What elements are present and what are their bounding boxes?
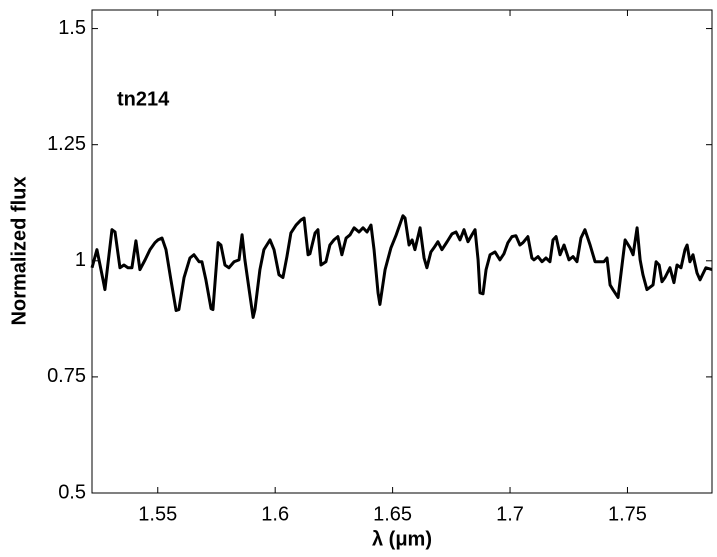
annotation: tn214 [117,88,170,110]
x-tick-label: 1.75 [608,503,647,525]
x-tick-label: 1.6 [261,503,289,525]
plot-frame [91,9,713,494]
y-tick-label: 0.75 [47,365,86,387]
y-tick-label: 0.5 [58,481,86,503]
x-tick-label: 1.7 [496,503,524,525]
y-axis-label: Normalized flux [8,177,30,326]
y-tick-label: 1.25 [47,133,86,155]
x-tick-label: 1.55 [138,503,177,525]
x-tick-label: 1.65 [373,503,412,525]
y-tick-label: 1.5 [58,17,86,39]
spectrum-line [90,214,713,319]
x-axis-label: λ (μm) [372,528,432,550]
y-tick-label: 1 [75,249,86,271]
